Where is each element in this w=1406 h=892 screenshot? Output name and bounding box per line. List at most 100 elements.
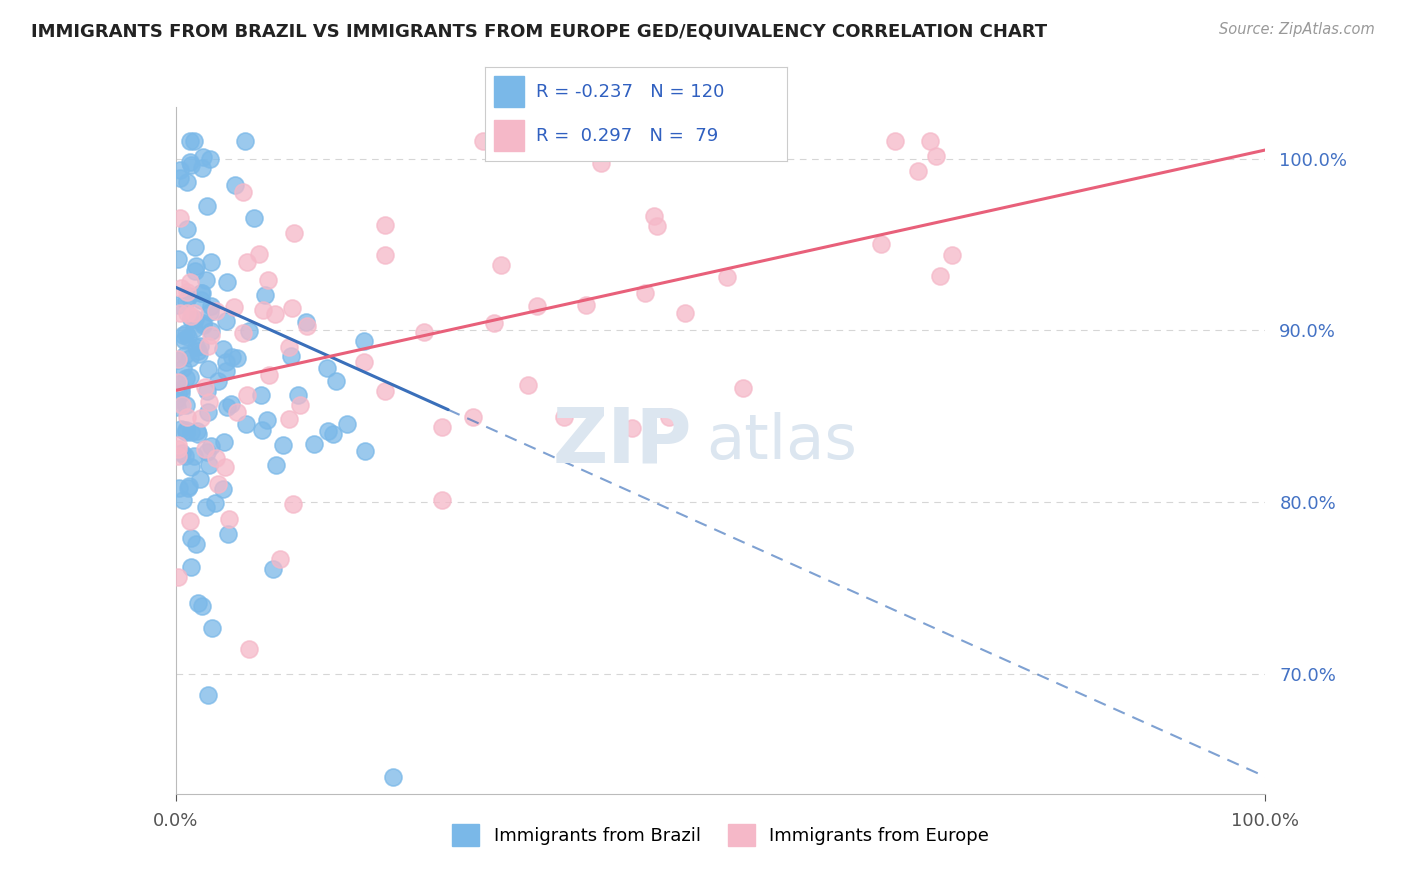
Point — [218, 512, 240, 526]
Text: ZIP: ZIP — [553, 405, 692, 478]
Point — [179, 369, 201, 384]
Point — [236, 388, 259, 402]
Text: IMMIGRANTS FROM BRAZIL VS IMMIGRANTS FROM EUROPE GED/EQUIVALENCY CORRELATION CHA: IMMIGRANTS FROM BRAZIL VS IMMIGRANTS FRO… — [31, 22, 1047, 40]
Point — [179, 275, 201, 289]
Point — [634, 285, 657, 300]
Point — [516, 378, 538, 392]
Point — [187, 343, 209, 358]
Point — [232, 326, 254, 340]
Point — [191, 316, 214, 330]
Point — [184, 312, 207, 326]
Point — [238, 325, 260, 339]
Point — [224, 300, 246, 314]
Point — [167, 570, 190, 584]
Point — [325, 374, 347, 388]
Point — [920, 134, 942, 148]
Legend: Immigrants from Brazil, Immigrants from Europe: Immigrants from Brazil, Immigrants from … — [444, 817, 997, 854]
Point — [197, 689, 219, 703]
Point — [194, 273, 217, 287]
Point — [256, 412, 278, 426]
Point — [191, 161, 214, 176]
Point — [179, 289, 201, 303]
Point — [166, 353, 188, 368]
Point — [288, 398, 311, 412]
Point — [191, 151, 214, 165]
Point — [176, 285, 198, 300]
Point — [489, 258, 512, 272]
Point — [170, 383, 193, 397]
Point — [167, 442, 190, 456]
Point — [200, 324, 222, 338]
Point — [336, 417, 359, 432]
Point — [526, 299, 548, 313]
Point — [200, 255, 222, 269]
Point — [217, 275, 239, 289]
Point — [925, 149, 948, 163]
Point — [432, 419, 454, 434]
Point — [256, 273, 278, 287]
Point — [374, 219, 396, 233]
Point — [238, 641, 260, 656]
Point — [167, 385, 190, 400]
Point — [188, 472, 211, 486]
Point — [195, 384, 218, 398]
Text: Source: ZipAtlas.com: Source: ZipAtlas.com — [1219, 22, 1375, 37]
Point — [180, 425, 202, 439]
FancyBboxPatch shape — [494, 77, 524, 107]
Point — [217, 400, 239, 414]
Point — [280, 301, 302, 316]
Point — [591, 156, 613, 170]
Point — [176, 306, 198, 320]
Point — [200, 327, 222, 342]
Point — [194, 442, 217, 456]
Point — [169, 162, 191, 177]
Point — [731, 381, 754, 395]
Point — [264, 307, 287, 321]
Point — [295, 318, 318, 333]
Point — [167, 438, 190, 452]
Point — [253, 288, 276, 302]
Point — [250, 423, 273, 437]
Point — [214, 460, 236, 475]
Point — [170, 446, 193, 460]
Point — [184, 537, 207, 551]
Point — [191, 318, 214, 332]
Point — [198, 153, 221, 167]
Point — [215, 314, 238, 328]
Text: R =  0.297   N =  79: R = 0.297 N = 79 — [537, 127, 718, 145]
Point — [176, 222, 198, 236]
Point — [180, 459, 202, 474]
Point — [621, 420, 644, 434]
Point — [353, 355, 375, 369]
Point — [190, 599, 212, 613]
Point — [176, 425, 198, 439]
Point — [201, 621, 224, 635]
Point — [167, 377, 190, 392]
Point — [374, 384, 396, 398]
Point — [204, 496, 226, 510]
Point — [170, 386, 193, 401]
Point — [170, 398, 193, 412]
Point — [870, 237, 893, 252]
Point — [177, 330, 200, 344]
Point — [170, 281, 193, 295]
Point — [219, 397, 242, 411]
Point — [180, 531, 202, 545]
Point — [179, 134, 201, 148]
Point — [183, 134, 205, 148]
Point — [212, 482, 235, 496]
Point — [278, 412, 301, 426]
Point — [647, 219, 669, 233]
Point — [207, 374, 229, 388]
Point — [287, 388, 309, 402]
Point — [235, 417, 257, 431]
Point — [176, 175, 198, 189]
Point — [226, 404, 249, 418]
Point — [316, 424, 339, 438]
Point — [176, 409, 198, 424]
Point — [197, 338, 219, 352]
Point — [180, 312, 202, 326]
Point — [280, 349, 302, 363]
Point — [643, 209, 665, 223]
Point — [186, 340, 208, 354]
